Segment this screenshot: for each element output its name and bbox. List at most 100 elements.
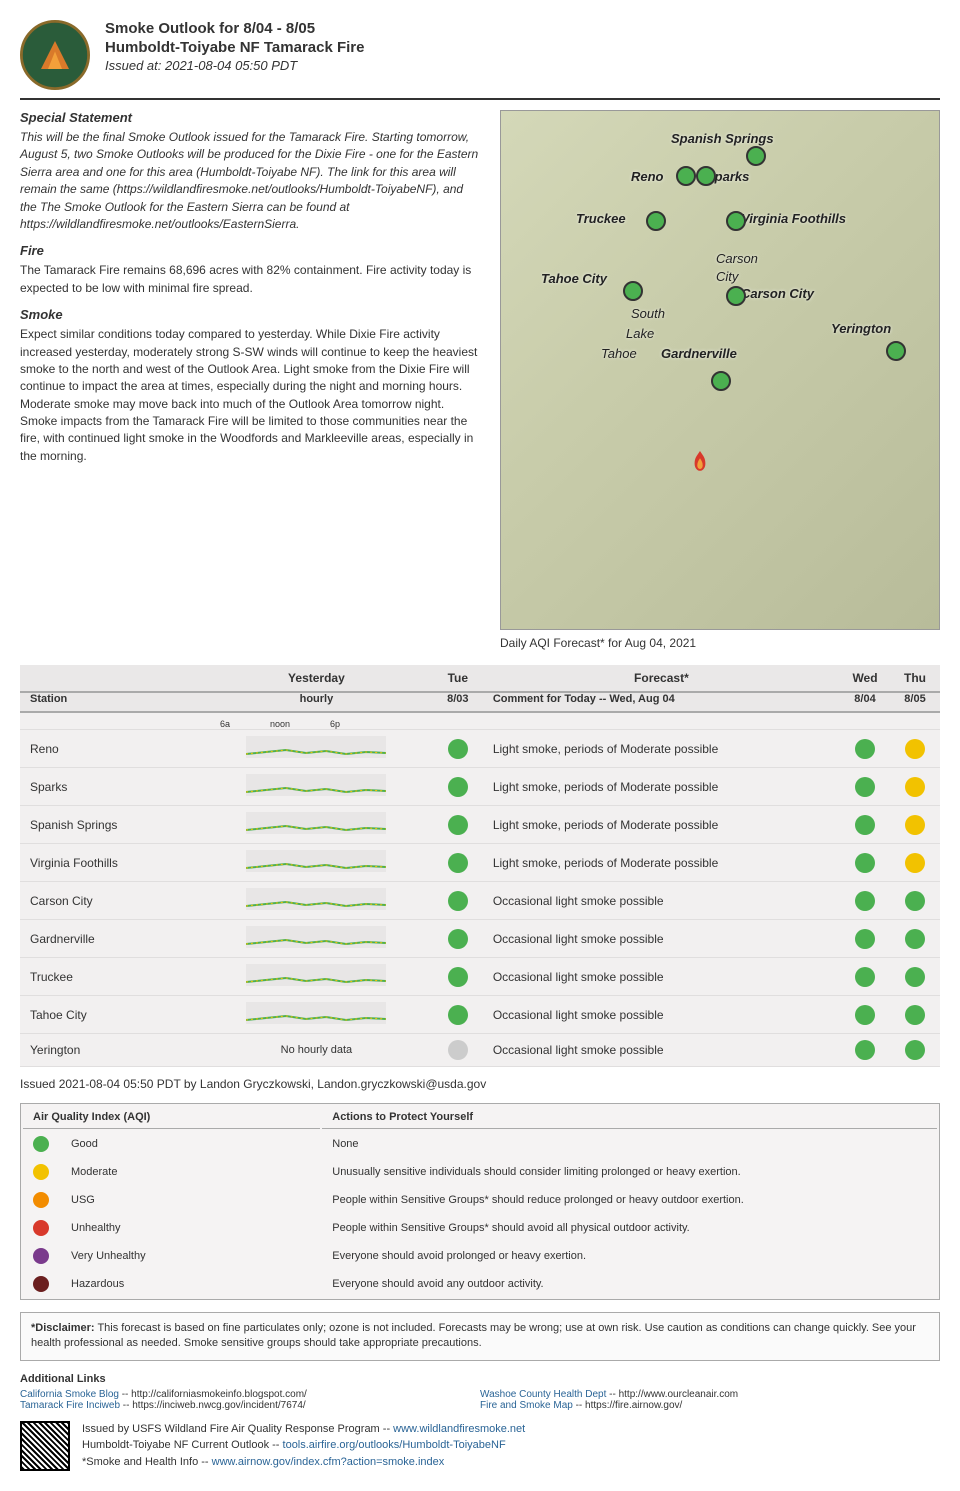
aqi-legend-dot: [33, 1220, 49, 1236]
table-row: Sparks Light smoke, periods of Moderate …: [20, 768, 940, 806]
aqi-legend-dot: [33, 1136, 49, 1152]
aqi-dot-thu: [905, 1040, 925, 1060]
smoke-title: Smoke: [20, 307, 480, 322]
additional-links: California Smoke Blog -- http://californ…: [20, 1389, 940, 1411]
table-row: Tahoe City Occasional light smoke possib…: [20, 996, 940, 1034]
aqi-dot-tue: [448, 815, 468, 835]
hourly-sparkline: [246, 850, 386, 872]
footer-line3: *Smoke and Health Info --: [82, 1456, 212, 1468]
additional-link[interactable]: Washoe County Health Dept: [480, 1389, 606, 1400]
issued-by-line: Issued 2021-08-04 05:50 PDT by Landon Gr…: [20, 1077, 940, 1091]
aqi-dot-tue: [448, 929, 468, 949]
aqi-dot-wed: [855, 891, 875, 911]
footer-link2[interactable]: tools.airfire.org/outlooks/Humboldt-Toiy…: [283, 1439, 506, 1451]
footer-link1[interactable]: www.wildlandfiresmoke.net: [393, 1423, 525, 1435]
disclaimer-text: This forecast is based on fine particula…: [31, 1322, 916, 1349]
additional-link[interactable]: California Smoke Blog: [20, 1389, 119, 1400]
col-tue-date: 8/03: [433, 692, 483, 712]
forecast-map: Spanish SpringsRenoSparksTruckeeVirginia…: [500, 110, 940, 630]
aqi-legend-row: Very Unhealthy Everyone should avoid pro…: [23, 1243, 937, 1269]
forecast-comment: Occasional light smoke possible: [483, 920, 840, 958]
additional-links-title: Additional Links: [20, 1373, 940, 1385]
map-aqi-dot: [676, 166, 696, 186]
map-label: Tahoe City: [541, 271, 607, 286]
aqi-legend-table: Air Quality Index (AQI) Actions to Prote…: [20, 1103, 940, 1300]
aqi-dot-thu: [905, 1005, 925, 1025]
disclaimer-label: *Disclaimer:: [31, 1322, 95, 1334]
table-row: Spanish Springs Light smoke, periods of …: [20, 806, 940, 844]
map-label: Lake: [626, 326, 654, 341]
hourly-sparkline: [246, 1002, 386, 1024]
col-forecast: Forecast*: [483, 665, 840, 692]
aqi-level-label: USG: [61, 1187, 320, 1213]
station-name: Virginia Foothills: [20, 844, 200, 882]
aqi-legend-dot: [33, 1276, 49, 1292]
station-name: Yerington: [20, 1034, 200, 1067]
map-label: Spanish Springs: [671, 131, 774, 146]
additional-link[interactable]: Tamarack Fire Inciweb: [20, 1400, 120, 1411]
forecast-comment: Light smoke, periods of Moderate possibl…: [483, 730, 840, 768]
map-label: City: [716, 269, 738, 284]
aqi-dot-wed: [855, 739, 875, 759]
forecast-comment: Occasional light smoke possible: [483, 882, 840, 920]
title-line1: Smoke Outlook for 8/04 - 8/05: [105, 20, 365, 37]
aqi-dot-tue: [448, 1005, 468, 1025]
aqi-legend-row: USG People within Sensitive Groups* shou…: [23, 1187, 937, 1213]
footer-line1: Issued by USFS Wildland Fire Air Quality…: [82, 1423, 393, 1435]
aqi-dot-tue: [448, 853, 468, 873]
hourly-sparkline: [246, 926, 386, 948]
aqi-action: People within Sensitive Groups* should r…: [322, 1187, 937, 1213]
footer-link3[interactable]: www.airnow.gov/index.cfm?action=smoke.in…: [212, 1456, 445, 1468]
aqi-legend-dot: [33, 1248, 49, 1264]
title-line2: Humboldt-Toiyabe NF Tamarack Fire: [105, 39, 365, 56]
table-row: Reno Light smoke, periods of Moderate po…: [20, 730, 940, 768]
aqi-level-label: Hazardous: [61, 1271, 320, 1297]
aqi-dot-wed: [855, 815, 875, 835]
map-caption: Daily AQI Forecast* for Aug 04, 2021: [500, 636, 940, 650]
aqi-level-label: Moderate: [61, 1159, 320, 1185]
document-header: Smoke Outlook for 8/04 - 8/05 Humboldt-T…: [20, 20, 940, 100]
forecast-comment: Light smoke, periods of Moderate possibl…: [483, 768, 840, 806]
aqi-action: Everyone should avoid any outdoor activi…: [322, 1271, 937, 1297]
hourly-sparkline: [246, 774, 386, 796]
forecast-comment: Light smoke, periods of Moderate possibl…: [483, 844, 840, 882]
col-thu-date: 8/05: [890, 692, 940, 712]
aqi-level-label: Unhealthy: [61, 1215, 320, 1241]
additional-link[interactable]: Fire and Smoke Map: [480, 1400, 573, 1411]
col-yesterday: Yesterday: [200, 665, 433, 692]
table-row: Gardnerville Occasional light smoke poss…: [20, 920, 940, 958]
map-aqi-dot: [886, 341, 906, 361]
aqi-dot-tue: [448, 891, 468, 911]
col-thu: Thu: [890, 665, 940, 692]
aqi-legend-row: Unhealthy People within Sensitive Groups…: [23, 1215, 937, 1241]
map-label: Virginia Foothills: [741, 211, 846, 226]
aqi-dot-thu: [905, 739, 925, 759]
map-label: Reno: [631, 169, 664, 184]
station-name: Tahoe City: [20, 996, 200, 1034]
map-aqi-dot: [726, 286, 746, 306]
aqi-dot-tue: [448, 967, 468, 987]
station-name: Sparks: [20, 768, 200, 806]
aqi-dot-wed: [855, 1040, 875, 1060]
aqi-action: Everyone should avoid prolonged or heavy…: [322, 1243, 937, 1269]
issued-timestamp: Issued at: 2021-08-04 05:50 PDT: [105, 58, 365, 73]
col-wed: Wed: [840, 665, 890, 692]
legend-col-actions: Actions to Protect Yourself: [322, 1106, 937, 1129]
hourly-sparkline: [246, 888, 386, 910]
aqi-legend-row: Hazardous Everyone should avoid any outd…: [23, 1271, 937, 1297]
fire-marker-icon: [691, 451, 709, 473]
map-aqi-dot: [696, 166, 716, 186]
station-name: Spanish Springs: [20, 806, 200, 844]
col-wed-date: 8/04: [840, 692, 890, 712]
col-comment: Comment for Today -- Wed, Aug 04: [483, 692, 840, 712]
table-row: Carson City Occasional light smoke possi…: [20, 882, 940, 920]
disclaimer-box: *Disclaimer: This forecast is based on f…: [20, 1312, 940, 1361]
footer: Issued by USFS Wildland Fire Air Quality…: [20, 1421, 940, 1471]
aqi-action: Unusually sensitive individuals should c…: [322, 1159, 937, 1185]
map-label: Gardnerville: [661, 346, 737, 361]
aqi-dot-wed: [855, 929, 875, 949]
aqi-dot-tue: [448, 777, 468, 797]
map-aqi-dot: [711, 371, 731, 391]
agency-logo: [20, 20, 90, 90]
fire-body: The Tamarack Fire remains 68,696 acres w…: [20, 262, 480, 297]
